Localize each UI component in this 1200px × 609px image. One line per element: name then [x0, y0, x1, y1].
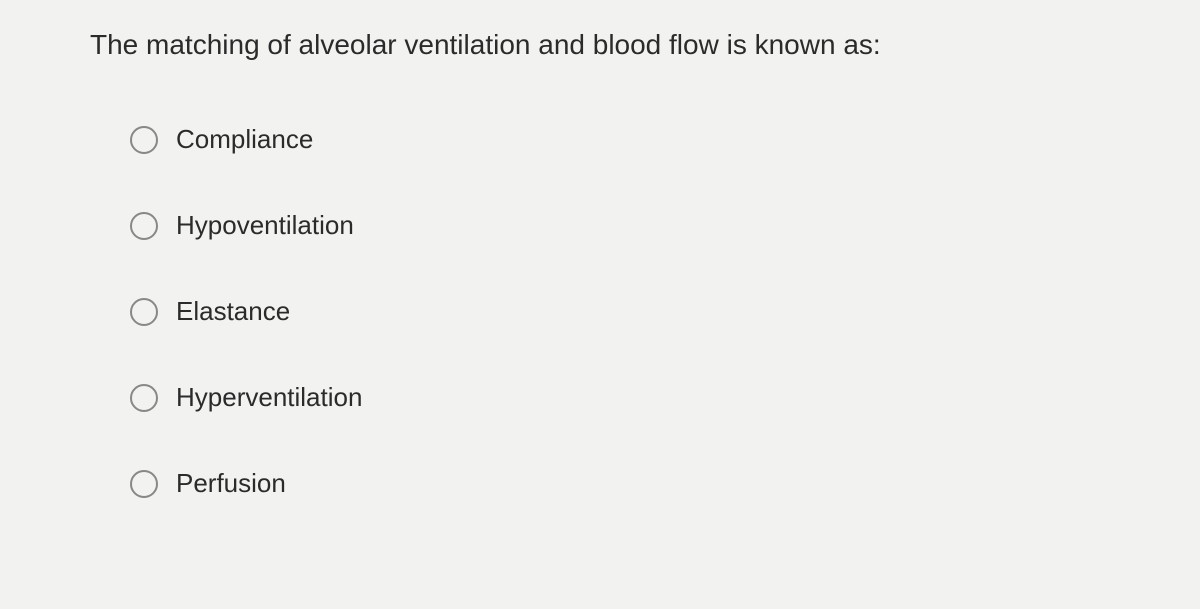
option-row-hyperventilation[interactable]: Hyperventilation	[130, 382, 1110, 413]
option-row-compliance[interactable]: Compliance	[130, 124, 1110, 155]
radio-button-compliance[interactable]	[130, 126, 158, 154]
option-row-hypoventilation[interactable]: Hypoventilation	[130, 210, 1110, 241]
option-label-perfusion[interactable]: Perfusion	[176, 468, 286, 499]
option-label-compliance[interactable]: Compliance	[176, 124, 313, 155]
question-text: The matching of alveolar ventilation and…	[90, 25, 1110, 64]
option-label-elastance[interactable]: Elastance	[176, 296, 290, 327]
option-label-hypoventilation[interactable]: Hypoventilation	[176, 210, 354, 241]
radio-button-perfusion[interactable]	[130, 470, 158, 498]
option-label-hyperventilation[interactable]: Hyperventilation	[176, 382, 362, 413]
option-row-perfusion[interactable]: Perfusion	[130, 468, 1110, 499]
options-container: Compliance Hypoventilation Elastance Hyp…	[90, 124, 1110, 499]
radio-button-elastance[interactable]	[130, 298, 158, 326]
radio-button-hyperventilation[interactable]	[130, 384, 158, 412]
radio-button-hypoventilation[interactable]	[130, 212, 158, 240]
option-row-elastance[interactable]: Elastance	[130, 296, 1110, 327]
